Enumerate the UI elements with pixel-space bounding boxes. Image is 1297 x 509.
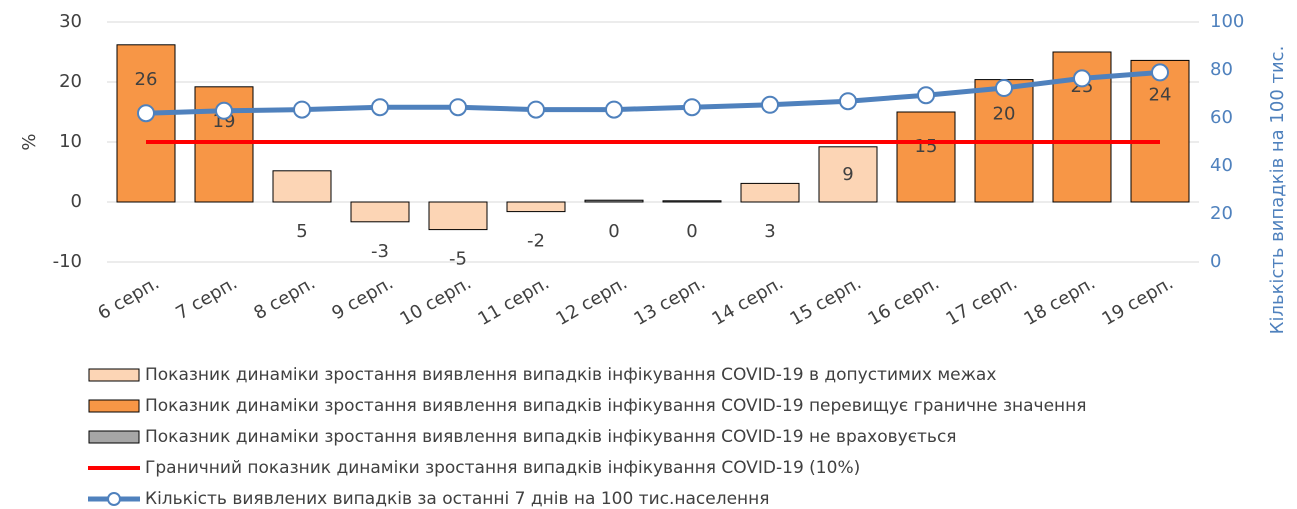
data-label: 26 — [135, 69, 158, 90]
bar — [272, 170, 332, 203]
data-label: 3 — [764, 221, 775, 242]
marker — [137, 104, 155, 123]
x-tick-label: 13 серп. — [631, 272, 709, 329]
bar — [428, 201, 488, 231]
bar — [1130, 59, 1190, 203]
data-label: 5 — [296, 221, 307, 242]
y2-tick-label: 20 — [1210, 203, 1233, 224]
x-tick-label: 7 серп. — [172, 272, 241, 324]
legend-swatch — [107, 492, 121, 506]
y2-tick-label: 60 — [1210, 107, 1233, 128]
marker — [917, 86, 935, 105]
bar — [896, 111, 956, 203]
marker — [683, 98, 701, 117]
y-axis-label: % — [19, 133, 40, 150]
marker — [293, 100, 311, 119]
x-tick-label: 11 серп. — [475, 272, 553, 329]
legend-label: Показник динаміки зростання виявлення ви… — [145, 365, 996, 385]
x-tick-label: 9 серп. — [328, 272, 397, 324]
y2-axis-label: Кількість випадків на 100 тис. — [1267, 46, 1288, 335]
legend-label: Граничний показник динаміки зростання ви… — [145, 458, 860, 478]
data-label: 24 — [1149, 84, 1172, 105]
marker — [605, 100, 623, 119]
bar — [740, 182, 800, 203]
marker — [1073, 69, 1091, 88]
bar — [818, 146, 878, 203]
marker — [527, 100, 545, 119]
marker — [761, 95, 779, 114]
data-label: 9 — [842, 164, 853, 185]
legend-label: Показник динаміки зростання виявлення ви… — [145, 396, 1087, 416]
y-tick-label: -10 — [53, 251, 82, 272]
legend-swatch — [88, 430, 140, 444]
legend-swatch — [88, 368, 140, 382]
bar — [116, 44, 176, 203]
marker — [1151, 63, 1169, 82]
data-label: 15 — [915, 136, 938, 157]
bar — [350, 201, 410, 223]
legend-label: Кількість виявлених випадків за останні … — [145, 489, 770, 509]
data-label: -5 — [449, 249, 467, 270]
y-tick-label: 20 — [59, 71, 82, 92]
data-label: -3 — [371, 241, 389, 262]
x-tick-label: 14 серп. — [709, 272, 787, 329]
y2-tick-label: 80 — [1210, 59, 1233, 80]
data-label: 0 — [686, 221, 697, 242]
bar — [662, 200, 722, 203]
data-label: 20 — [993, 104, 1016, 125]
marker — [449, 98, 467, 117]
marker — [839, 92, 857, 111]
marker — [995, 79, 1013, 97]
y-tick-label: 30 — [59, 11, 82, 32]
x-tick-label: 12 серп. — [553, 272, 631, 329]
legend-swatch — [88, 399, 140, 413]
x-tick-label: 17 серп. — [943, 272, 1021, 329]
line — [145, 69, 1161, 116]
y2-tick-label: 40 — [1210, 155, 1233, 176]
data-label: -2 — [527, 231, 545, 252]
bar — [506, 201, 566, 213]
x-tick-label: 18 серп. — [1021, 272, 1099, 329]
x-tick-label: 8 серп. — [250, 272, 319, 324]
y2-tick-label: 100 — [1210, 11, 1244, 32]
x-tick-label: 19 серп. — [1099, 272, 1177, 329]
y2-tick-label: 0 — [1210, 251, 1221, 272]
data-label: 0 — [608, 221, 619, 242]
y-tick-label: 10 — [59, 131, 82, 152]
marker — [215, 101, 233, 120]
bar — [584, 199, 644, 203]
legend-label: Показник динаміки зростання виявлення ви… — [145, 427, 957, 447]
marker — [371, 98, 389, 117]
x-tick-label: 16 серп. — [865, 272, 943, 329]
x-tick-label: 6 серп. — [94, 272, 163, 324]
y-tick-label: 0 — [71, 191, 82, 212]
x-tick-label: 15 серп. — [787, 272, 865, 329]
x-tick-label: 10 серп. — [397, 272, 475, 329]
